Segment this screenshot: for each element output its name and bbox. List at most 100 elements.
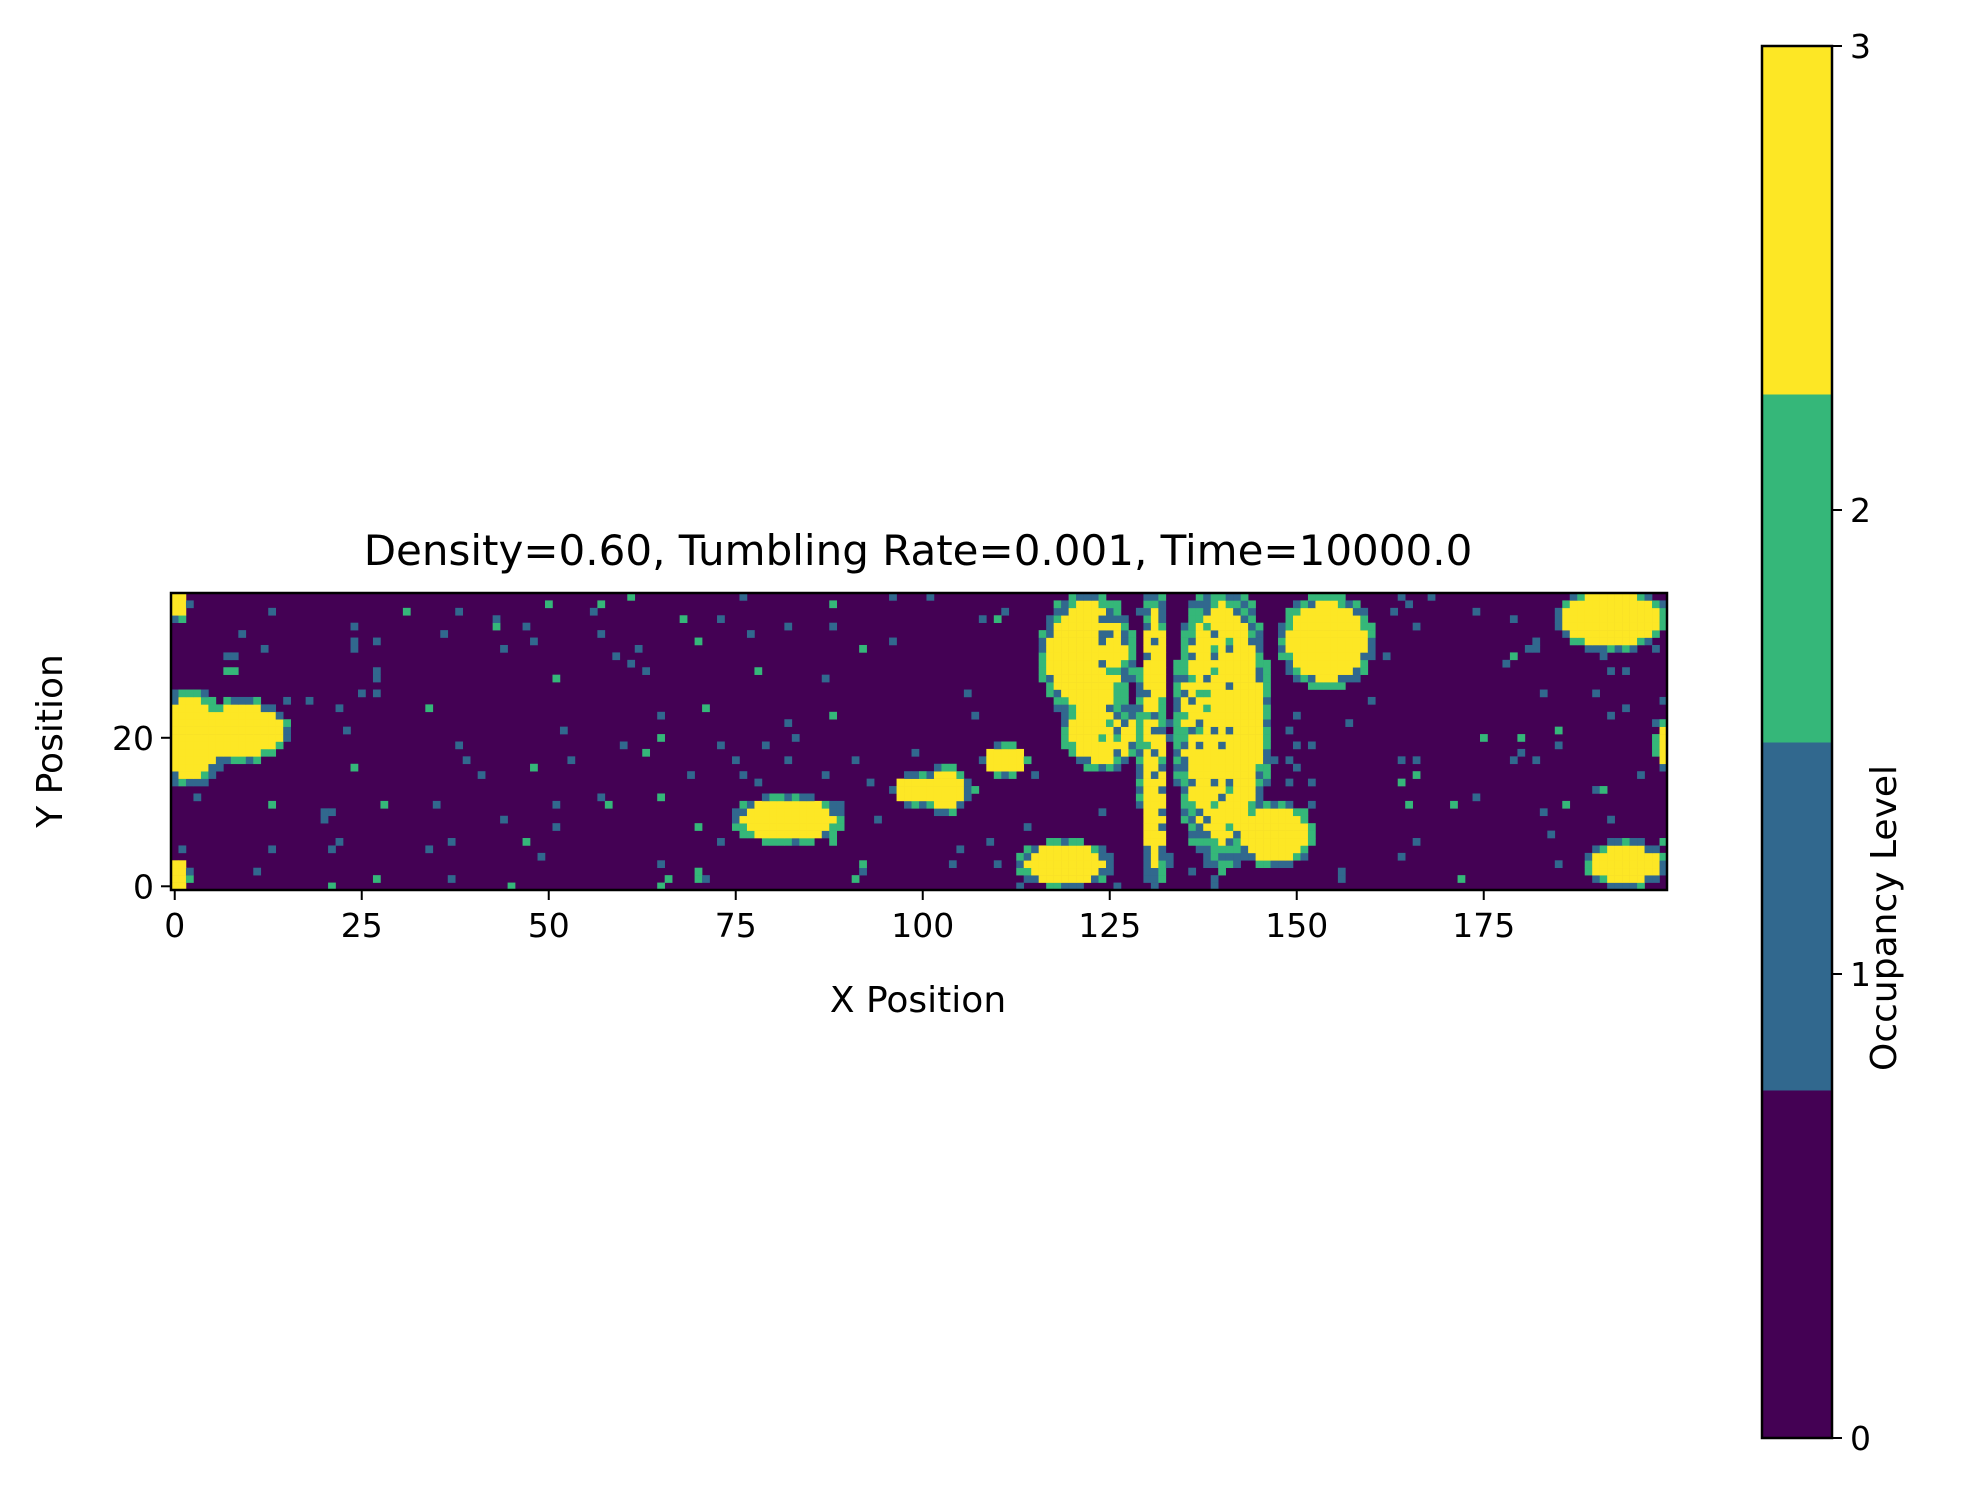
- heatmap-cell: [1195, 667, 1204, 675]
- heatmap-cell: [1240, 674, 1249, 683]
- heatmap-cell: [1173, 771, 1182, 779]
- heatmap-cell: [933, 778, 942, 787]
- heatmap-cell: [1652, 867, 1660, 876]
- heatmap-cell: [208, 704, 217, 713]
- y-axis-ticks: 020: [112, 719, 171, 906]
- heatmap-cell: [1659, 622, 1668, 631]
- heatmap-cell: [1614, 845, 1623, 854]
- heatmap-cell: [1255, 860, 1264, 869]
- heatmap-cell: [1083, 719, 1092, 727]
- heatmap-cell: [926, 800, 935, 809]
- heatmap-cell: [1098, 763, 1107, 772]
- heatmap-cell: [1233, 696, 1241, 705]
- heatmap-cell: [1195, 674, 1204, 683]
- heatmap-cell: [1210, 793, 1219, 802]
- heatmap-cell: [1352, 622, 1361, 631]
- heatmap-cell: [1210, 607, 1219, 616]
- heatmap-cell: [1068, 734, 1077, 742]
- heatmap-cell: [1068, 852, 1077, 861]
- heatmap-cell: [1106, 756, 1114, 765]
- heatmap-cell: [1307, 615, 1316, 623]
- heatmap-cell: [829, 711, 838, 720]
- heatmap-cell: [1038, 659, 1047, 668]
- heatmap-cell: [1345, 607, 1354, 616]
- heatmap-cell: [1053, 615, 1062, 623]
- heatmap-cell: [1352, 652, 1361, 661]
- heatmap-cell: [1173, 674, 1182, 683]
- heatmap-cell: [1599, 637, 1608, 646]
- heatmap-cell: [761, 823, 770, 831]
- heatmap-cell: [193, 771, 202, 779]
- heatmap-cell: [806, 823, 815, 831]
- heatmap-cell: [328, 882, 336, 891]
- heatmap-cell: [462, 756, 471, 765]
- heatmap-cell: [1293, 823, 1301, 831]
- heatmap-cell: [1345, 719, 1354, 727]
- heatmap-cell: [1285, 756, 1294, 765]
- heatmap-cell: [1150, 875, 1159, 883]
- heatmap-cell: [821, 800, 830, 809]
- heatmap-cell: [1158, 808, 1167, 817]
- heatmap-cell: [1113, 741, 1122, 750]
- heatmap-cell: [776, 830, 785, 839]
- heatmap-cell: [1263, 771, 1271, 779]
- heatmap-cell: [1248, 756, 1256, 765]
- heatmap-cell: [1225, 808, 1234, 817]
- heatmap-cell: [1195, 845, 1204, 854]
- heatmap-cell: [537, 852, 546, 861]
- heatmap-cell: [1046, 882, 1054, 891]
- heatmap-cell: [1360, 622, 1369, 631]
- heatmap-cell: [1652, 741, 1660, 750]
- heatmap-cell: [1203, 659, 1212, 668]
- heatmap-cell: [627, 659, 636, 668]
- heatmap-cell: [836, 823, 845, 831]
- heatmap-cell: [1255, 852, 1264, 861]
- heatmap-cell: [1083, 652, 1092, 661]
- heatmap-cell: [1315, 644, 1324, 653]
- heatmap-cell: [956, 793, 965, 802]
- heatmap-cell: [1607, 637, 1615, 646]
- colorbar-tick-label: 0: [1850, 1419, 1871, 1458]
- heatmap-cell: [1180, 741, 1189, 750]
- heatmap-cell: [657, 793, 665, 802]
- heatmap-cell: [746, 630, 755, 638]
- heatmap-cell: [1659, 748, 1668, 757]
- heatmap-cell: [1367, 630, 1376, 638]
- heatmap-cell: [821, 674, 830, 683]
- heatmap-cell: [1218, 823, 1226, 831]
- heatmap-cell: [1659, 607, 1668, 616]
- heatmap-cell: [372, 875, 381, 883]
- heatmap-cell: [230, 704, 239, 713]
- heatmap-cell: [1106, 637, 1114, 646]
- heatmap-cell: [1285, 615, 1294, 623]
- heatmap-cell: [1195, 800, 1204, 809]
- heatmap-cell: [1083, 756, 1092, 765]
- heatmap-cell: [754, 778, 763, 787]
- heatmap-cell: [926, 593, 935, 601]
- heatmap-cell: [1173, 659, 1182, 668]
- heatmap-cell: [1659, 838, 1668, 846]
- heatmap-cell: [829, 800, 838, 809]
- heatmap-cell: [1195, 637, 1204, 646]
- heatmap-cell: [1562, 800, 1571, 809]
- heatmap-cell: [1622, 860, 1630, 869]
- heatmap-cell: [1188, 644, 1197, 653]
- heatmap-cell: [171, 600, 179, 609]
- heatmap-cell: [1203, 830, 1212, 839]
- heatmap-cell: [1569, 630, 1578, 638]
- heatmap-cell: [1225, 845, 1234, 854]
- heatmap-cell: [1218, 771, 1226, 779]
- heatmap-cell: [1210, 830, 1219, 839]
- heatmap-cell: [761, 815, 770, 824]
- heatmap-cell: [245, 734, 254, 742]
- heatmap-cell: [1622, 875, 1630, 883]
- heatmap-cell: [1158, 719, 1167, 727]
- heatmap-cell: [1083, 600, 1092, 609]
- heatmap-cell: [193, 756, 202, 765]
- heatmap-cell: [791, 793, 800, 802]
- heatmap-cell: [791, 838, 800, 846]
- heatmap-cell: [1098, 644, 1107, 653]
- heatmap-cell: [1046, 860, 1054, 869]
- heatmap-cell: [1255, 823, 1264, 831]
- heatmap-cell: [1203, 674, 1212, 683]
